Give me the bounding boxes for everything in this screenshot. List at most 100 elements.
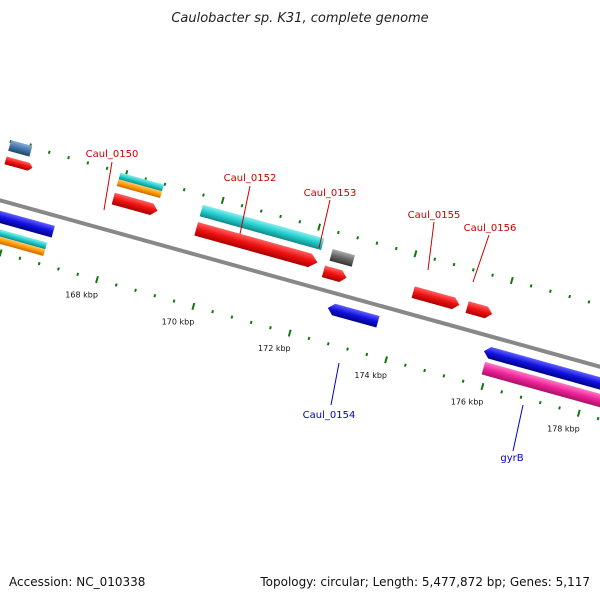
tick-forward-minor <box>587 300 591 304</box>
gene-blue-arrow-gyrb-adjacent <box>483 346 600 392</box>
leader-line-caul-0152 <box>239 185 251 235</box>
leader-line-caul-0150 <box>103 161 113 211</box>
scale-label: 174 kbp <box>354 371 387 380</box>
tick-reverse-minor <box>365 352 369 357</box>
leader-line-caul-0154 <box>330 362 340 406</box>
tick-reverse-minor <box>230 315 234 319</box>
tick-forward-minor <box>279 214 282 219</box>
genome-backbone <box>0 170 600 399</box>
gene-red-arrow-caul-0155 <box>411 286 460 310</box>
tick-forward-minor <box>298 220 302 224</box>
gene-label-caul-0152[interactable]: Caul_0152 <box>224 173 277 184</box>
tick-forward-minor <box>67 155 70 160</box>
gene-gray-caul-0153 <box>329 249 355 267</box>
gene-orange-caul-0150 <box>116 179 162 199</box>
tick-reverse-minor <box>596 416 600 421</box>
tick-forward-major <box>413 250 418 258</box>
tick-forward-minor <box>182 187 186 192</box>
tick-reverse-minor <box>403 363 407 367</box>
tick-reverse-minor <box>519 395 523 399</box>
tick-reverse-major <box>95 276 99 284</box>
tick-forward-minor <box>240 204 244 208</box>
tick-forward-minor <box>163 182 167 187</box>
tick-forward-major <box>317 223 322 231</box>
tick-row-reverse <box>0 249 600 421</box>
gene-red-arrow-caul-0150 <box>111 192 158 216</box>
tick-forward-minor <box>259 209 263 213</box>
gene-blue-arrow-caul-0154 <box>327 303 380 328</box>
genome-title: Caulobacter sp. K31, complete genome <box>171 11 428 26</box>
tick-reverse-minor <box>172 299 176 303</box>
tick-forward-major <box>509 276 514 285</box>
tick-reverse-major <box>480 382 485 391</box>
tick-reverse-major <box>576 409 581 417</box>
tick-reverse-minor <box>134 288 137 293</box>
tick-forward-minor <box>202 193 205 197</box>
gene-steel-partial <box>8 140 33 157</box>
leader-line-caul-0156 <box>472 234 490 283</box>
scale-label: 168 kbp <box>65 291 98 300</box>
tick-reverse-major <box>287 329 292 337</box>
genome-map-band: 168 kbp 170 kbp 172 kbp 174 kbp 176 kbp 178 k… <box>0 139 600 434</box>
gene-label-caul-0150[interactable]: Caul_0150 <box>86 149 139 160</box>
tick-reverse-minor <box>326 342 330 346</box>
gene-cyan-left-partial <box>0 225 48 250</box>
tick-reverse-minor <box>307 336 311 341</box>
scale-labels: 168 kbp 170 kbp 172 kbp 174 kbp 176 kbp 178 k… <box>65 291 580 434</box>
gene-red-arrow-partial <box>4 156 33 171</box>
tick-forward-minor <box>86 161 90 165</box>
tick-reverse-minor <box>153 293 157 298</box>
tick-reverse-minor <box>269 326 272 330</box>
leader-line-caul-0155 <box>427 221 435 271</box>
gene-label-gyrb[interactable]: gyrB <box>500 453 523 464</box>
tick-reverse-major <box>191 302 196 311</box>
tick-forward-minor <box>105 166 109 171</box>
tick-forward-major <box>220 196 225 205</box>
tick-reverse-minor <box>249 320 253 325</box>
tick-forward-minor <box>471 268 475 272</box>
tick-reverse-major <box>0 249 3 257</box>
tick-reverse-minor <box>500 390 504 394</box>
tick-forward-minor <box>337 230 340 235</box>
tick-reverse-minor <box>114 283 118 287</box>
tick-forward-minor <box>568 294 572 299</box>
leader-line-gyrb <box>512 404 524 452</box>
gene-cyan-caul-0152 <box>199 204 325 250</box>
accession-text: Accession: NC_010338 <box>9 575 145 589</box>
tick-reverse-minor <box>423 368 426 373</box>
gene-labels: Caul_0150 Caul_0152 Caul_0153 Caul_0155 … <box>86 149 524 464</box>
tick-reverse-minor <box>461 379 465 383</box>
tick-reverse-minor <box>76 272 80 277</box>
tick-reverse-minor <box>37 261 41 266</box>
gene-red-arrow-caul-0156 <box>465 301 493 319</box>
gene-label-caul-0156[interactable]: Caul_0156 <box>464 223 517 234</box>
tick-forward-minor <box>375 241 379 245</box>
gene-label-caul-0154[interactable]: Caul_0154 <box>303 410 356 421</box>
scale-label: 170 kbp <box>162 317 195 326</box>
tick-reverse-minor <box>538 400 542 405</box>
gene-orange-left-partial <box>0 232 46 256</box>
tick-forward-minor <box>394 246 398 251</box>
tick-reverse-minor <box>346 347 349 351</box>
tick-forward-minor <box>549 289 552 293</box>
tick-reverse-minor <box>57 267 60 271</box>
tick-reverse-minor <box>558 406 561 410</box>
scale-label: 172 kbp <box>258 344 291 353</box>
tick-forward-minor <box>356 236 360 240</box>
genome-summary-text: Topology: circular; Length: 5,477,872 bp… <box>259 575 590 589</box>
gene-red-arrow-caul-0152 <box>194 222 318 268</box>
gene-label-caul-0155[interactable]: Caul_0155 <box>408 210 461 221</box>
tick-reverse-minor <box>18 256 22 260</box>
tick-reverse-minor <box>211 310 214 314</box>
tick-reverse-major <box>384 356 388 364</box>
tick-reverse-minor <box>442 374 446 378</box>
scale-label: 176 kbp <box>451 398 484 407</box>
scale-label: 178 kbp <box>547 424 580 433</box>
tick-forward-minor <box>433 257 437 261</box>
tick-forward-minor <box>47 150 51 154</box>
tick-forward-minor <box>491 273 494 277</box>
leader-line-caul-0153 <box>318 199 331 249</box>
tick-forward-minor <box>452 262 456 267</box>
gene-label-caul-0153[interactable]: Caul_0153 <box>304 188 357 199</box>
